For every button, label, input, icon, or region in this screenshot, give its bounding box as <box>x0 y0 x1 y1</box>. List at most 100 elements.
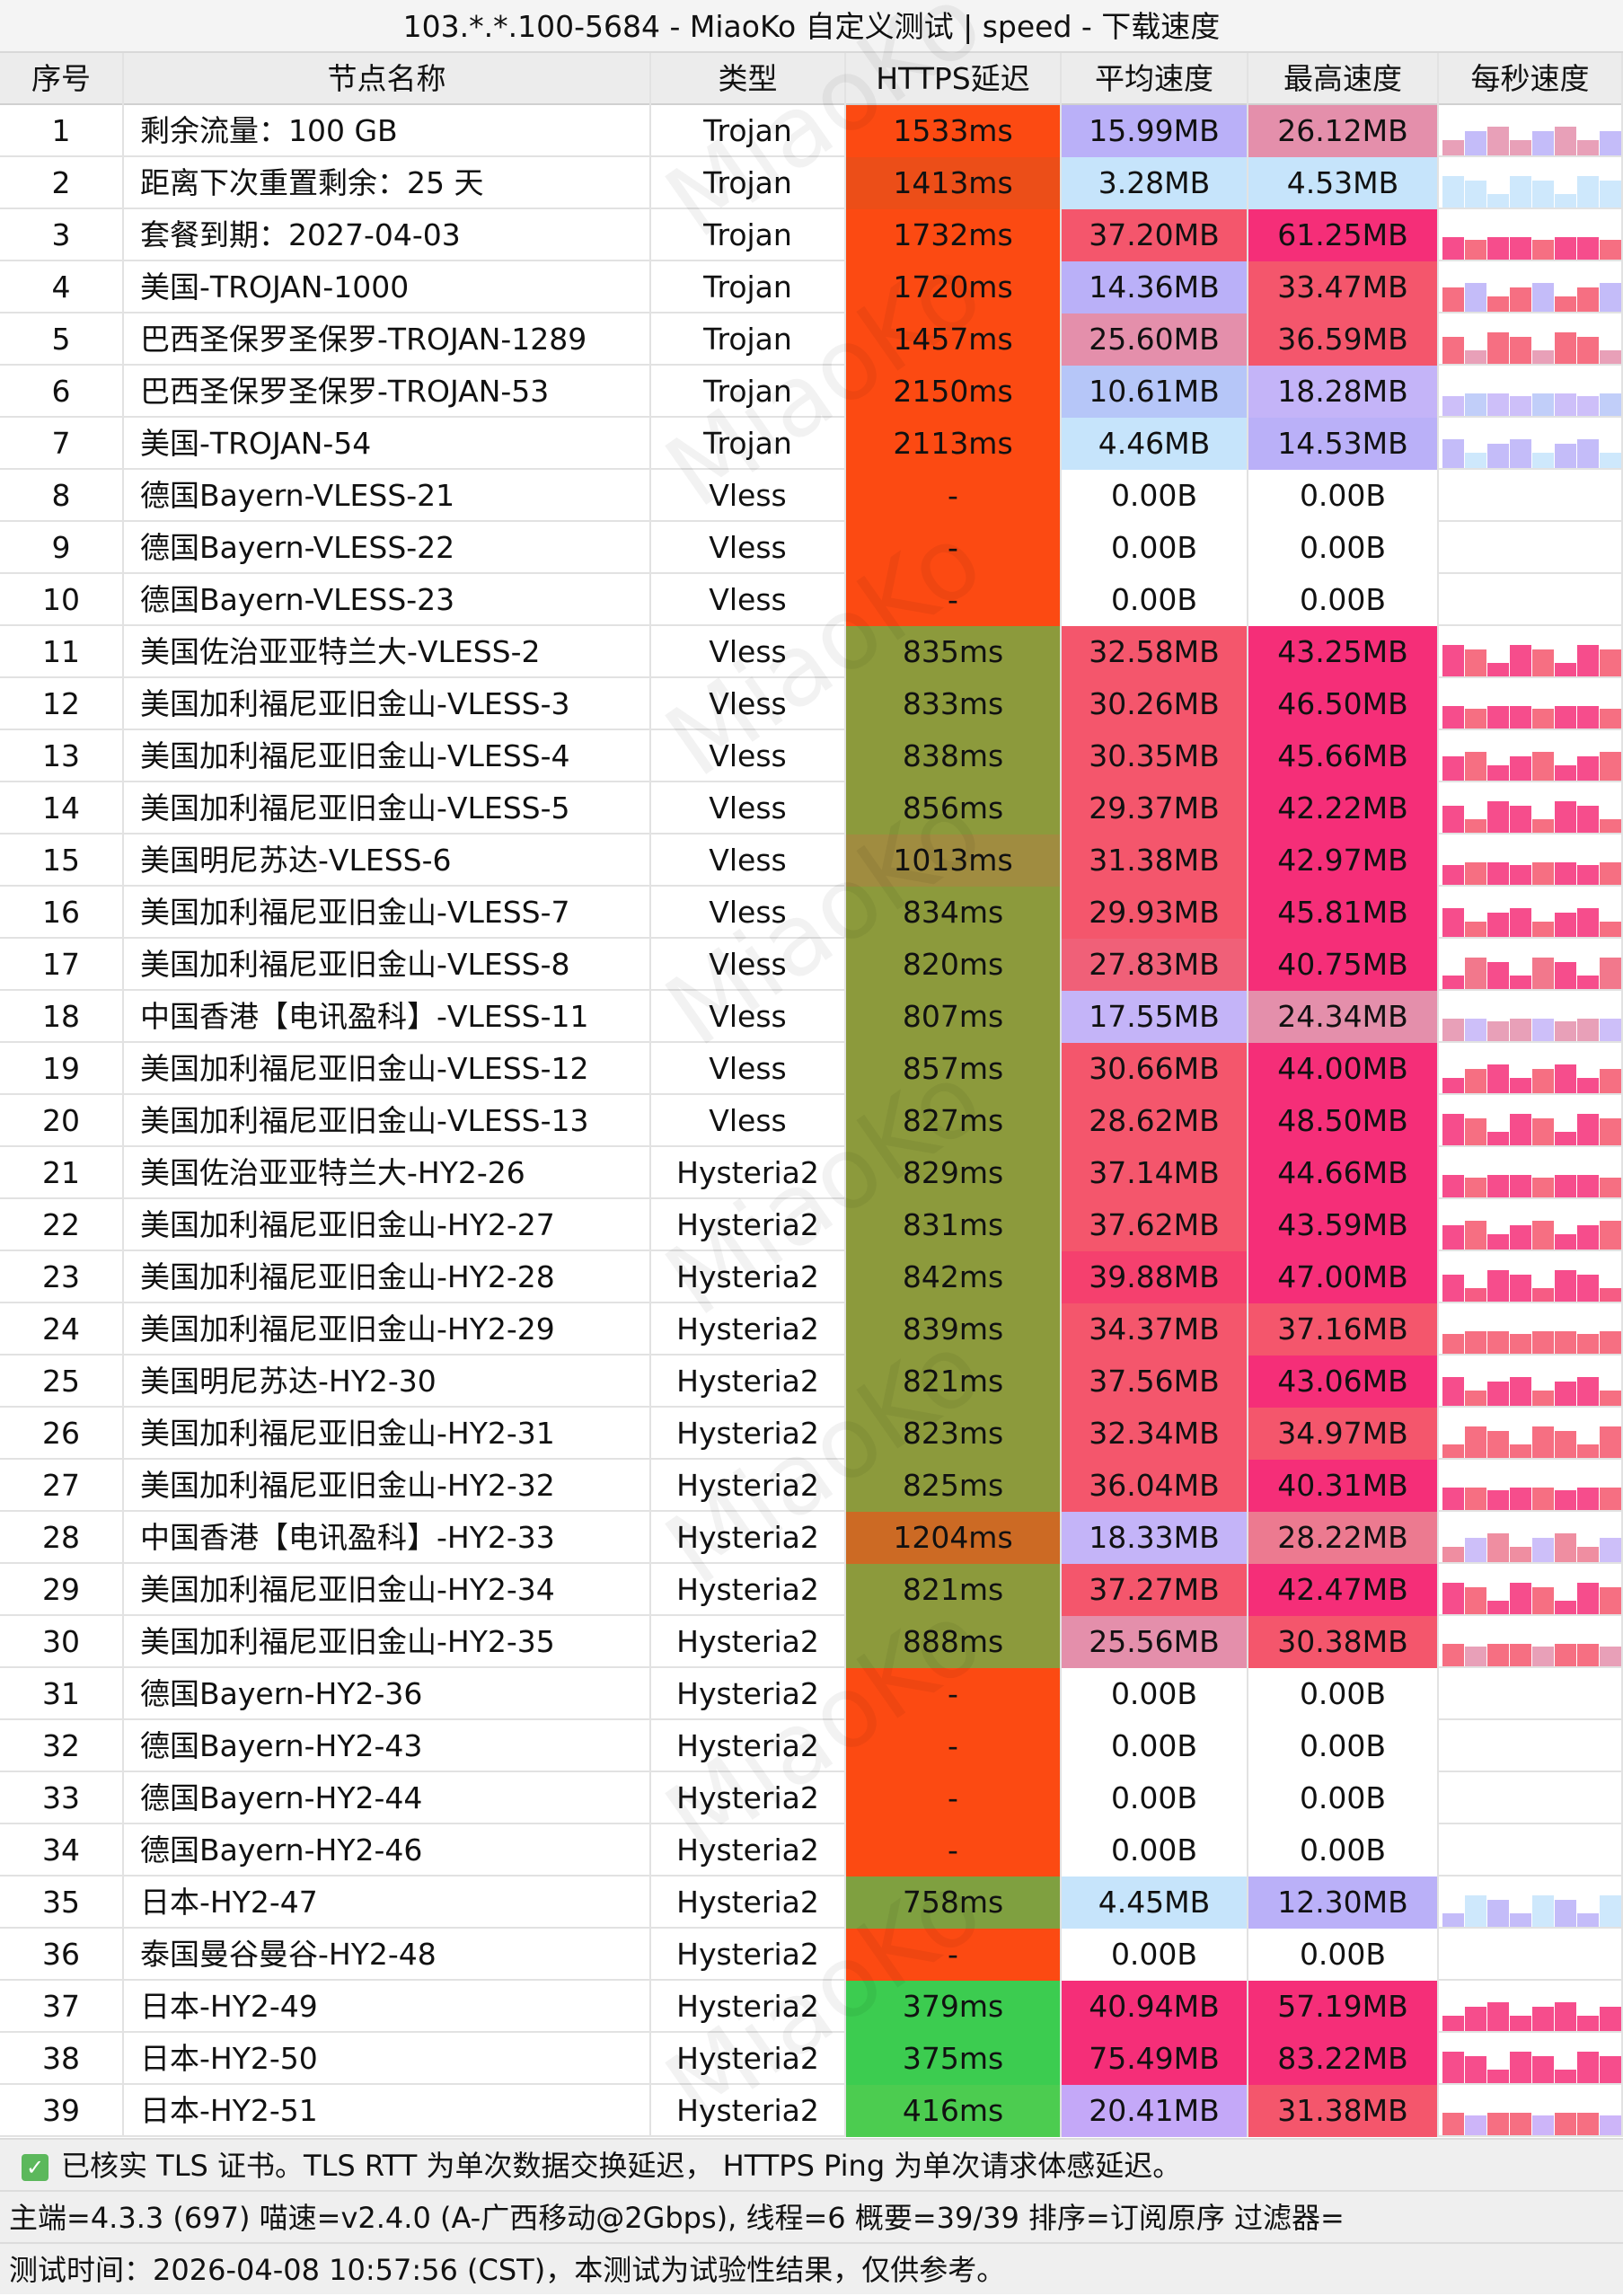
sparkline-bar <box>1600 1587 1621 1614</box>
sparkline-bar <box>1555 194 1576 208</box>
table-cell: Vless <box>651 1095 846 1147</box>
table-cell: 0.00B <box>1062 470 1248 522</box>
sparkline-bar <box>1532 1390 1554 1406</box>
sparkline-bar <box>1577 1583 1599 1614</box>
sparkline-bar <box>1465 181 1486 208</box>
sparkline-bar <box>1510 907 1531 937</box>
sparkline-bar <box>1442 864 1464 885</box>
table-cell: 17 <box>0 939 124 991</box>
sparkline-bar <box>1577 907 1599 937</box>
table-cell: 30.66MB <box>1062 1043 1248 1095</box>
table-cell: 857ms <box>846 1043 1062 1095</box>
sparkline-bar <box>1487 801 1509 833</box>
table-cell: 套餐到期：2027-04-03 <box>124 209 651 261</box>
table-cell: 39.88MB <box>1062 1251 1248 1303</box>
table-cell: 37.56MB <box>1062 1356 1248 1408</box>
sparkline-bar <box>1532 862 1554 885</box>
table-cell: - <box>846 1668 1062 1720</box>
table-cell: 美国加利福尼亚旧金山-VLESS-5 <box>124 782 651 835</box>
table-cell: 19 <box>0 1043 124 1095</box>
table-cell: 0.00B <box>1248 1668 1439 1720</box>
speed-sparkline <box>1439 522 1623 574</box>
table-cell: 1533ms <box>846 105 1062 157</box>
table-cell: 30.35MB <box>1062 730 1248 782</box>
table-cell: 3.28MB <box>1062 157 1248 209</box>
table-cell: 7 <box>0 418 124 470</box>
table-cell: 32.34MB <box>1062 1408 1248 1460</box>
sparkline-bar <box>1600 350 1621 364</box>
sparkline-bar <box>1510 237 1531 260</box>
sparkline-bar <box>1487 1331 1509 1354</box>
table-row: 30 美国加利福尼亚旧金山-HY2-35 Hysteria2 888ms 25.56MB… <box>0 1616 1623 1668</box>
speed-sparkline <box>1439 1772 1623 1824</box>
sparkline-bar <box>1510 1444 1531 1458</box>
sparkline-bar <box>1555 1020 1576 1041</box>
speed-sparkline <box>1439 1147 1623 1199</box>
table-cell: 9 <box>0 522 124 574</box>
table-cell: 44.00MB <box>1248 1043 1439 1095</box>
sparkline-bar <box>1487 1900 1509 1927</box>
table-cell: 美国加利福尼亚旧金山-HY2-34 <box>124 1564 651 1616</box>
sparkline-bar <box>1555 1900 1576 1927</box>
table-cell: 29 <box>0 1564 124 1616</box>
table-cell: 42.97MB <box>1248 835 1439 887</box>
table-cell: 美国加利福尼亚旧金山-VLESS-8 <box>124 939 651 991</box>
table-cell: 25.56MB <box>1062 1616 1248 1668</box>
table-cell: 德国Bayern-HY2-46 <box>124 1824 651 1877</box>
sparkline-bar <box>1465 1177 1486 1197</box>
sparkline-bar <box>1600 2056 1621 2083</box>
sparkline-bar <box>1600 452 1621 468</box>
table-cell: Vless <box>651 522 846 574</box>
speed-sparkline <box>1439 2085 1623 2137</box>
table-cell: 美国加利福尼亚旧金山-HY2-29 <box>124 1303 651 1356</box>
sparkline-bar <box>1487 1233 1509 1250</box>
sparkline-bar <box>1555 393 1576 416</box>
sparkline-bar <box>1465 1587 1486 1614</box>
table-cell: Trojan <box>651 209 846 261</box>
sparkline-bar <box>1600 921 1621 937</box>
table-cell: 0.00B <box>1248 1720 1439 1772</box>
table-cell: 37.62MB <box>1062 1199 1248 1251</box>
table-cell: 45.66MB <box>1248 730 1439 782</box>
table-cell: 31.38MB <box>1062 835 1248 887</box>
sparkline-bar <box>1442 237 1464 260</box>
sparkline-bar <box>1600 1537 1621 1562</box>
sparkline-bar <box>1442 395 1464 416</box>
speed-sparkline <box>1439 313 1623 366</box>
table-cell: 德国Bayern-HY2-43 <box>124 1720 651 1772</box>
table-cell: 37.20MB <box>1062 209 1248 261</box>
table-cell: Trojan <box>651 105 846 157</box>
table-cell: 48.50MB <box>1248 1095 1439 1147</box>
table-cell: 32.58MB <box>1062 626 1248 678</box>
sparkline-bar <box>1487 1532 1509 1562</box>
sparkline-bar <box>1465 921 1486 937</box>
table-cell: 中国香港【电讯盈科】-VLESS-11 <box>124 991 651 1043</box>
table-cell: 37.16MB <box>1248 1303 1439 1356</box>
table-cell: 30.38MB <box>1248 1616 1439 1668</box>
sparkline-bar <box>1442 1275 1464 1302</box>
table-cell: 0.00B <box>1248 470 1439 522</box>
sparkline-bar <box>1510 1644 1531 1666</box>
speed-sparkline <box>1439 470 1623 522</box>
sparkline-bar <box>1487 1270 1509 1302</box>
table-cell: 31.38MB <box>1248 2085 1439 2137</box>
table-cell: 10 <box>0 574 124 626</box>
table-cell: Trojan <box>651 261 846 313</box>
sparkline-bar <box>1577 755 1599 781</box>
table-cell: 1013ms <box>846 835 1062 887</box>
table-cell: 美国加利福尼亚旧金山-HY2-35 <box>124 1616 651 1668</box>
table-cell: 1 <box>0 105 124 157</box>
table-cell: 25 <box>0 1356 124 1408</box>
sparkline-bar <box>1465 1390 1486 1406</box>
speed-sparkline <box>1439 887 1623 939</box>
sparkline-bar <box>1555 1644 1576 1666</box>
speed-sparkline <box>1439 261 1623 313</box>
speed-sparkline <box>1439 1460 1623 1512</box>
sparkline-bar <box>1442 976 1464 989</box>
sparkline-bar <box>1510 1114 1531 1145</box>
speed-sparkline <box>1439 1408 1623 1460</box>
table-row: 19 美国加利福尼亚旧金山-VLESS-12 Vless 857ms 30.66MB 44… <box>0 1043 1623 1095</box>
sparkline-bar <box>1577 806 1599 833</box>
sparkline-bar <box>1600 1177 1621 1197</box>
table-cell: 12.30MB <box>1248 1877 1439 1929</box>
